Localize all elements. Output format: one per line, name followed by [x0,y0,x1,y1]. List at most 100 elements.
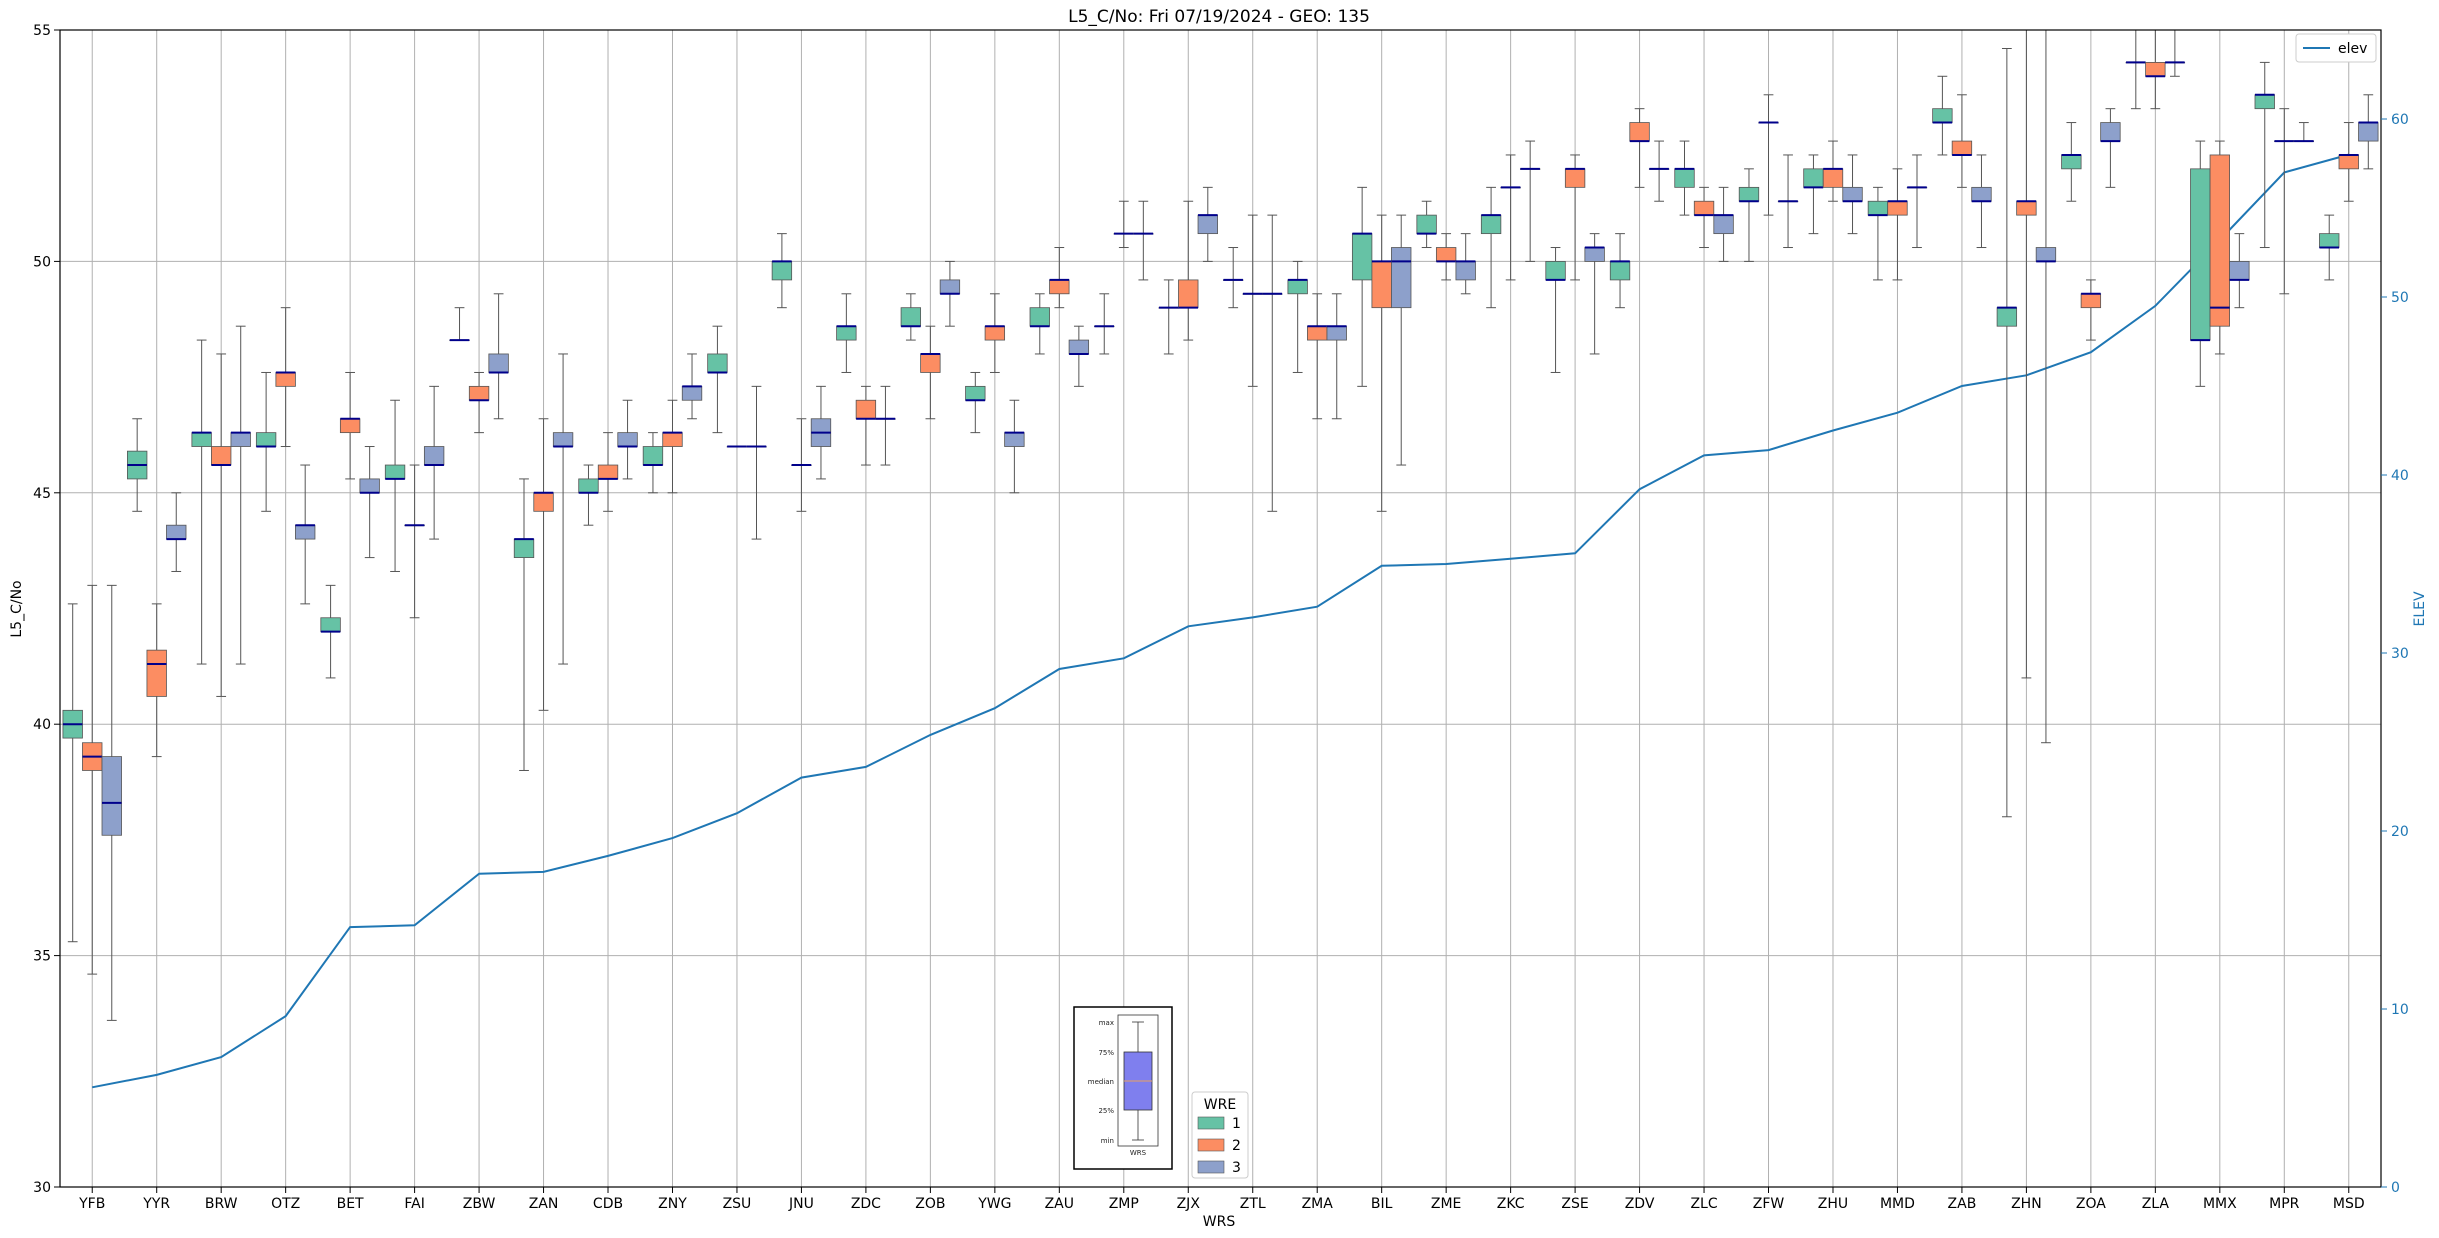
box-plot-zse-wre1 [1545,247,1566,373]
box-plot-msd-wre1 [2319,214,2340,281]
box-iqr [1803,168,1824,188]
box-plot-mpr-wre2 [2274,108,2295,295]
box-layer [62,29,2379,1021]
box-iqr [339,418,361,434]
box-iqr [1713,214,1734,235]
wre-legend-title: WRE [1204,1097,1236,1113]
y2-tick-label: 50 [2391,290,2409,306]
x-tick-label: ZSE [1561,1196,1588,1212]
box-iqr [1326,325,1347,341]
box-plot-zob-wre1 [900,293,922,341]
wre-legend-label-1: 1 [1232,1116,1241,1132]
box-iqr [146,649,167,697]
box-iqr [1416,214,1437,235]
box-iqr [1178,279,1199,309]
box-plot-ztl-wre3 [1262,214,1283,512]
box-iqr [275,372,296,387]
box-iqr [101,756,122,836]
box-plot-brw-wre1 [191,339,212,665]
box-iqr [1996,307,2018,327]
box-plot-yfb-wre1 [62,603,83,943]
box-plot-zjx-wre3 [1197,186,1218,262]
box-iqr [920,353,941,373]
x-tick-label: ZNY [658,1196,687,1212]
box-plot-zob-wre3 [939,260,961,327]
box-key-label-median: median [1088,1078,1114,1086]
box-plot-zhu-wre2 [1822,140,1844,202]
x-tick-label: YFB [78,1196,105,1212]
box-plot-zan-wre1 [513,478,535,771]
box-plot-bet-wre3 [359,446,380,559]
x-tick-label: ZMA [1302,1196,1334,1212]
box-plot-otz-wre1 [255,371,277,512]
box-iqr [1307,325,1328,341]
box-plot-zdv-wre1 [1609,233,1631,309]
box-iqr [1351,233,1373,281]
x-tick-label: ZJX [1177,1196,1201,1212]
box-iqr [384,464,406,480]
x-tick-label: ZHN [2011,1196,2042,1212]
box-plot-zoa-wre2 [2080,279,2102,341]
box-plot-msd-wre3 [2358,94,2379,170]
box-iqr [1887,200,1908,216]
y-tick-label: 35 [33,949,51,965]
box-plot-zbw-wre1 [449,307,470,342]
box-iqr [552,432,574,447]
box-iqr [1435,247,1457,262]
wre-legend-swatch-1 [1197,1116,1225,1130]
box-plot-fai-wre1 [384,399,406,572]
box-plot-fai-wre2 [404,464,425,619]
x-tick-label: ZOA [2076,1196,2106,1212]
box-plot-yfb-wre2 [82,584,103,975]
box-plot-cdb-wre3 [617,399,638,480]
box-plot-zdc-wre1 [836,293,857,373]
wre-legend-label-2: 2 [1232,1138,1241,1154]
box-iqr [191,432,212,447]
box-iqr [1564,168,1586,188]
box-plot-jnu-wre2 [791,418,812,512]
box-iqr [855,399,877,420]
box-key-xlabel: WRS [1130,1149,1147,1157]
box-iqr [295,524,316,540]
y-tick-label: 45 [33,486,51,502]
box-iqr [1371,260,1392,309]
box-plot-zma-wre3 [1326,293,1347,420]
x-tick-label: BET [337,1196,364,1212]
axes: 30 35 40 45 50 55 0 10 20 30 40 50 60 YFB YYR BRW OTZ BET… [33,23,2409,1212]
box-plot-zny-wre2 [662,399,683,494]
box-key-frame [1073,1006,1173,1170]
y-tick-label: 50 [33,254,51,270]
box-plot-zob-wre2 [920,325,941,420]
box-iqr [681,385,703,401]
box-plot-cdb-wre2 [597,432,619,512]
x-tick-label: ZFW [1753,1196,1785,1212]
box-plot-zfw-wre2 [1758,94,1779,216]
box-plot-zsu-wre3 [746,385,767,540]
box-plot-zan-wre3 [552,353,574,665]
box-iqr [255,432,277,447]
box-plot-zlc-wre1 [1674,140,1695,216]
box-iqr [423,446,445,466]
chart-title: L5_C/No: Fri 07/19/2024 - GEO: 135 [1068,7,1370,27]
box-iqr [939,279,961,295]
wre-legend-label-3: 3 [1232,1160,1241,1176]
x-tick-label: YYR [142,1196,170,1212]
box-plot-jnu-wre3 [810,385,832,480]
x-tick-label: OTZ [271,1196,300,1212]
box-plot-zdc-wre2 [855,385,877,466]
box-plot-zfw-wre1 [1738,168,1760,262]
box-iqr [1609,260,1631,281]
box-iqr [1545,260,1566,281]
box-iqr [211,446,232,466]
y2-tick-label: 10 [2391,1002,2409,1018]
box-iqr [578,478,599,494]
box-plot-zlc-wre3 [1713,186,1734,262]
box-plot-mmd-wre2 [1887,168,1908,281]
box-plot-yyr-wre2 [146,603,167,758]
box-plot-mmd-wre1 [1867,186,1889,281]
y2-axis-label: ELEV [2412,591,2428,626]
box-iqr [1951,140,1973,156]
x-tick-label: ZDC [851,1196,881,1212]
wre-legend-frame [1191,1091,1249,1179]
box-plot-zkc-wre3 [1519,140,1541,262]
